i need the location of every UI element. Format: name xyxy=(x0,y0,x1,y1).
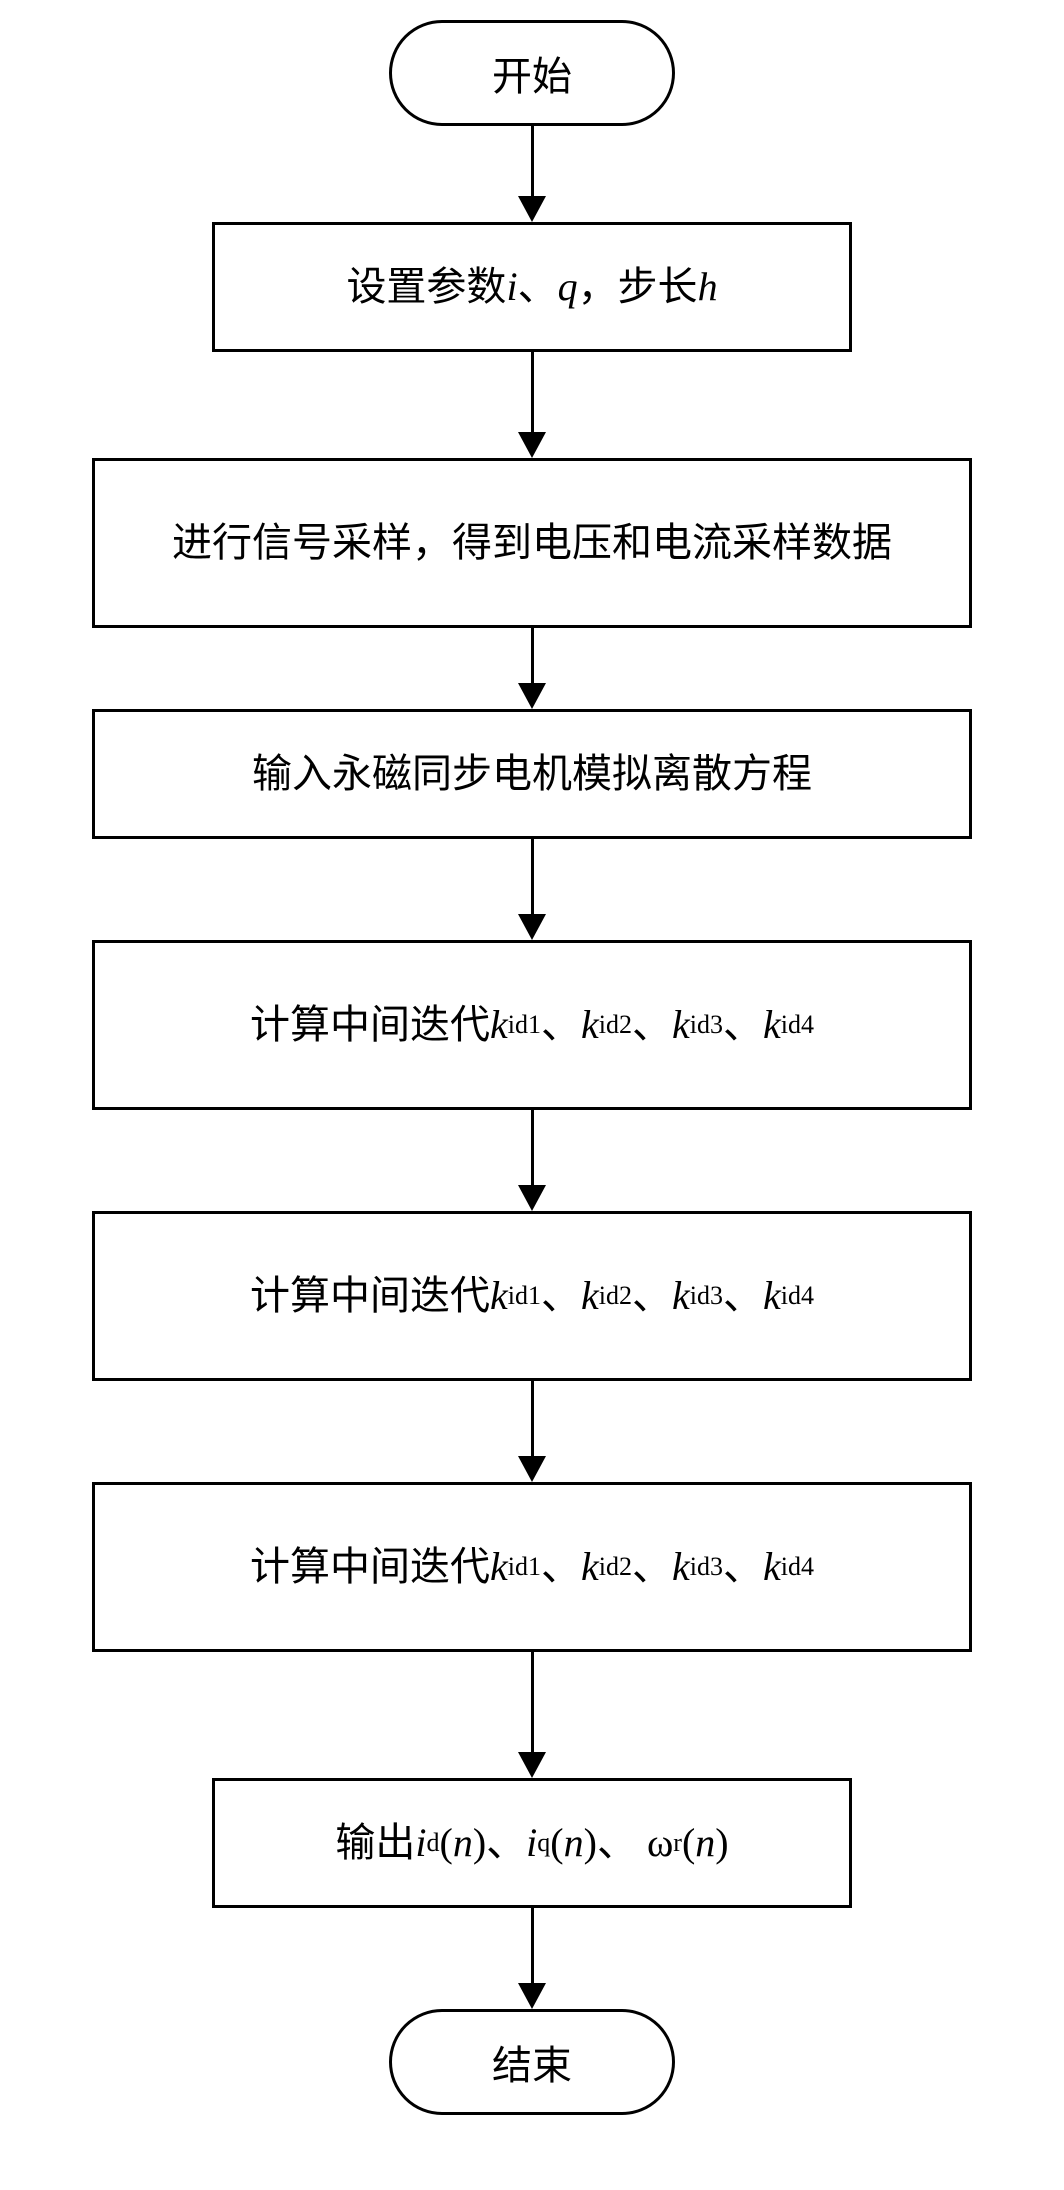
node-iter2: 计算中间迭代 kid1、 kid2、 kid3、 kid4 xyxy=(92,1211,972,1381)
arrow-params-to-sample xyxy=(518,352,546,458)
arrow-output-to-end xyxy=(518,1908,546,2009)
node-output: 输出 id(n)、 iq(n)、 ωr(n) xyxy=(212,1778,852,1908)
node-sample: 进行信号采样，得到电压和电流采样数据 xyxy=(92,458,972,628)
arrow-iter3-to-output xyxy=(518,1652,546,1778)
node-iter1: 计算中间迭代 kid1、 kid2、 kid3、 kid4 xyxy=(92,940,972,1110)
arrow-iter2-to-iter3 xyxy=(518,1381,546,1482)
arrow-start-to-params xyxy=(518,126,546,222)
node-end: 结束 xyxy=(389,2009,675,2115)
arrow-eqn-to-iter1 xyxy=(518,839,546,940)
node-params: 设置参数 i、q，步长 h xyxy=(212,222,852,352)
node-start: 开始 xyxy=(389,20,675,126)
arrow-sample-to-eqn xyxy=(518,628,546,709)
node-eqn: 输入永磁同步电机模拟离散方程 xyxy=(92,709,972,839)
flowchart: 开始设置参数 i、q，步长 h 进行信号采样，得到电压和电流采样数据输入永磁同步电… xyxy=(0,0,1064,2115)
node-iter3: 计算中间迭代 kid1、 kid2、 kid3、 kid4 xyxy=(92,1482,972,1652)
arrow-iter1-to-iter2 xyxy=(518,1110,546,1211)
